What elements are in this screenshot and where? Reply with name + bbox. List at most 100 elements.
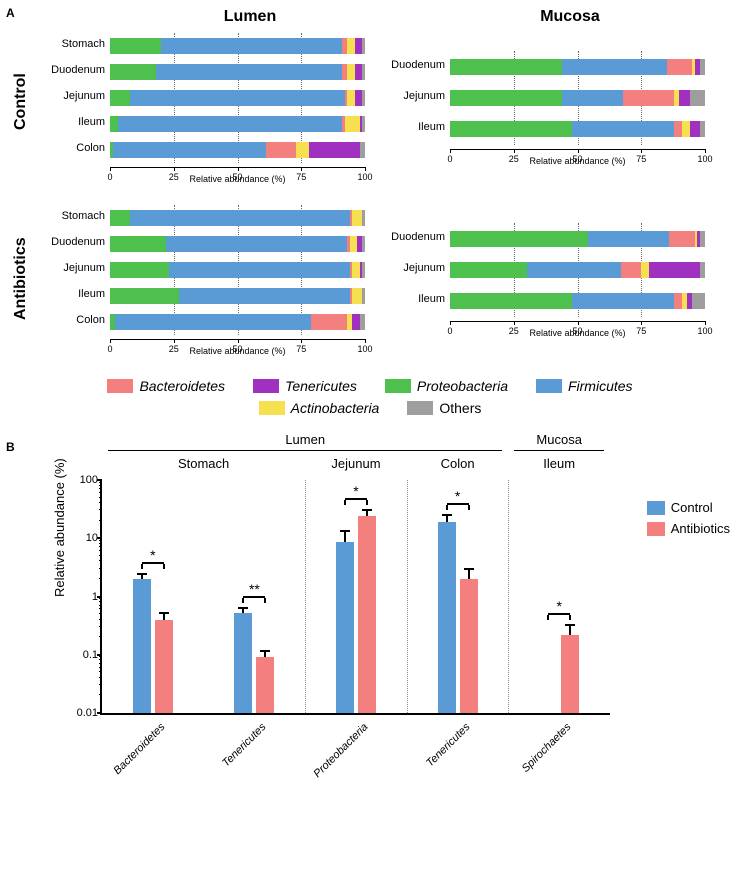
seg-bacteroidetes [674, 121, 682, 137]
seg-firmicutes [572, 121, 674, 137]
seg-proteobacteria [110, 288, 179, 304]
bar-label: Colon [40, 142, 105, 154]
seg-tenericutes [679, 90, 689, 106]
bar-antibiotics [561, 635, 579, 713]
stacked-bar [110, 262, 365, 278]
legend-b-item: Antibiotics [647, 521, 730, 536]
seg-firmicutes [130, 210, 349, 226]
seg-firmicutes [588, 231, 670, 247]
stacked-bar [450, 59, 705, 75]
significance-star: * [353, 483, 358, 499]
bar-antibiotics [256, 657, 274, 713]
seg-actinobacteria [352, 288, 362, 304]
seg-others [360, 314, 365, 330]
stacked-bar [110, 38, 365, 54]
x-taxon-label: Tenericutes [220, 721, 260, 761]
panel-b: Relative abundance (%) 0.010.1110100*Bac… [30, 460, 730, 810]
bar-label: Jejunum [40, 262, 105, 274]
seg-actinobacteria [347, 38, 355, 54]
seg-actinobacteria [682, 121, 690, 137]
seg-bacteroidetes [266, 142, 297, 158]
xaxis-title: Relative abundance (%) [110, 346, 365, 356]
xaxis-title: Relative abundance (%) [450, 328, 705, 338]
bar-label: Ileum [380, 121, 445, 133]
seg-bacteroidetes [623, 90, 674, 106]
seg-actinobacteria [641, 262, 649, 278]
seg-actinobacteria [345, 116, 360, 132]
bar-label: Ileum [40, 116, 105, 128]
stacked-bar [110, 64, 365, 80]
seg-actinobacteria [350, 236, 358, 252]
seg-others [362, 288, 365, 304]
seg-bacteroidetes [667, 59, 693, 75]
bar-label: Stomach [40, 38, 105, 50]
panel-a-letter: A [6, 6, 15, 20]
legend-item: Others [407, 400, 481, 416]
seg-firmicutes [179, 288, 350, 304]
seg-proteobacteria [450, 262, 527, 278]
seg-proteobacteria [110, 236, 166, 252]
col-title-mucosa: Mucosa [440, 8, 700, 26]
seg-proteobacteria [450, 121, 572, 137]
seg-proteobacteria [450, 231, 588, 247]
chart-control-mucosa: DuodenumJejunumIleum0255075100Relative a… [380, 46, 710, 170]
legend-b-item: Control [647, 500, 730, 515]
significance-star: * [556, 598, 561, 614]
seg-actinobacteria [352, 210, 362, 226]
legend-panel-b: Control Antibiotics [647, 500, 730, 542]
stacked-bar [110, 288, 365, 304]
seg-firmicutes [169, 262, 350, 278]
seg-actinobacteria [347, 64, 355, 80]
row-label-control: Control [12, 73, 30, 130]
seg-others [362, 236, 365, 252]
panel-b-letter: B [6, 440, 15, 454]
seg-firmicutes [562, 59, 667, 75]
seg-others [692, 293, 705, 309]
chart-antibiotics-lumen: StomachDuodenumJejunumIleumColon02550751… [40, 200, 370, 360]
seg-firmicutes [527, 262, 621, 278]
row-label-antibiotics: Antibiotics [12, 237, 30, 320]
legend-panel-a: BacteroidetesTenericutesProteobacteriaFi… [50, 378, 690, 416]
seg-tenericutes [690, 121, 700, 137]
xaxis-title: Relative abundance (%) [450, 156, 705, 166]
section-title-mucosa: Mucosa [536, 432, 582, 447]
stacked-bar [450, 293, 705, 309]
stacked-bar [450, 121, 705, 137]
x-taxon-label: Bacteroidetes [111, 721, 159, 769]
panel-b-plot: Relative abundance (%) 0.010.1110100*Bac… [100, 480, 610, 715]
seg-tenericutes [355, 90, 363, 106]
seg-proteobacteria [110, 64, 156, 80]
bar-control [336, 542, 354, 713]
legend-item: Proteobacteria [385, 378, 508, 394]
bar-label: Duodenum [40, 236, 105, 248]
bar-label: Jejunum [380, 262, 445, 274]
bar-label: Duodenum [380, 59, 445, 71]
seg-bacteroidetes [674, 293, 682, 309]
seg-firmicutes [562, 90, 623, 106]
legend-item: Bacteroidetes [107, 378, 225, 394]
bar-label: Colon [40, 314, 105, 326]
seg-proteobacteria [110, 210, 130, 226]
seg-others [700, 121, 705, 137]
bar-control [438, 522, 456, 713]
stacked-bar [450, 90, 705, 106]
bar-control [234, 613, 252, 713]
section-title-lumen: Lumen [285, 432, 325, 447]
stacked-bar [450, 231, 705, 247]
seg-tenericutes [352, 314, 360, 330]
x-taxon-label: Spirochaetes [520, 721, 565, 766]
significance-star: * [150, 547, 155, 563]
panel-b-ylabel: Relative abundance (%) [52, 458, 67, 597]
bar-antibiotics [155, 620, 173, 713]
bar-label: Ileum [380, 293, 445, 305]
seg-firmicutes [156, 64, 342, 80]
subsection-title: Ileum [543, 456, 575, 471]
seg-others [362, 64, 365, 80]
bar-antibiotics [358, 516, 376, 713]
bar-label: Stomach [40, 210, 105, 222]
seg-actinobacteria [347, 90, 355, 106]
seg-others [690, 90, 705, 106]
seg-bacteroidetes [621, 262, 641, 278]
seg-tenericutes [309, 142, 360, 158]
seg-tenericutes [355, 64, 363, 80]
